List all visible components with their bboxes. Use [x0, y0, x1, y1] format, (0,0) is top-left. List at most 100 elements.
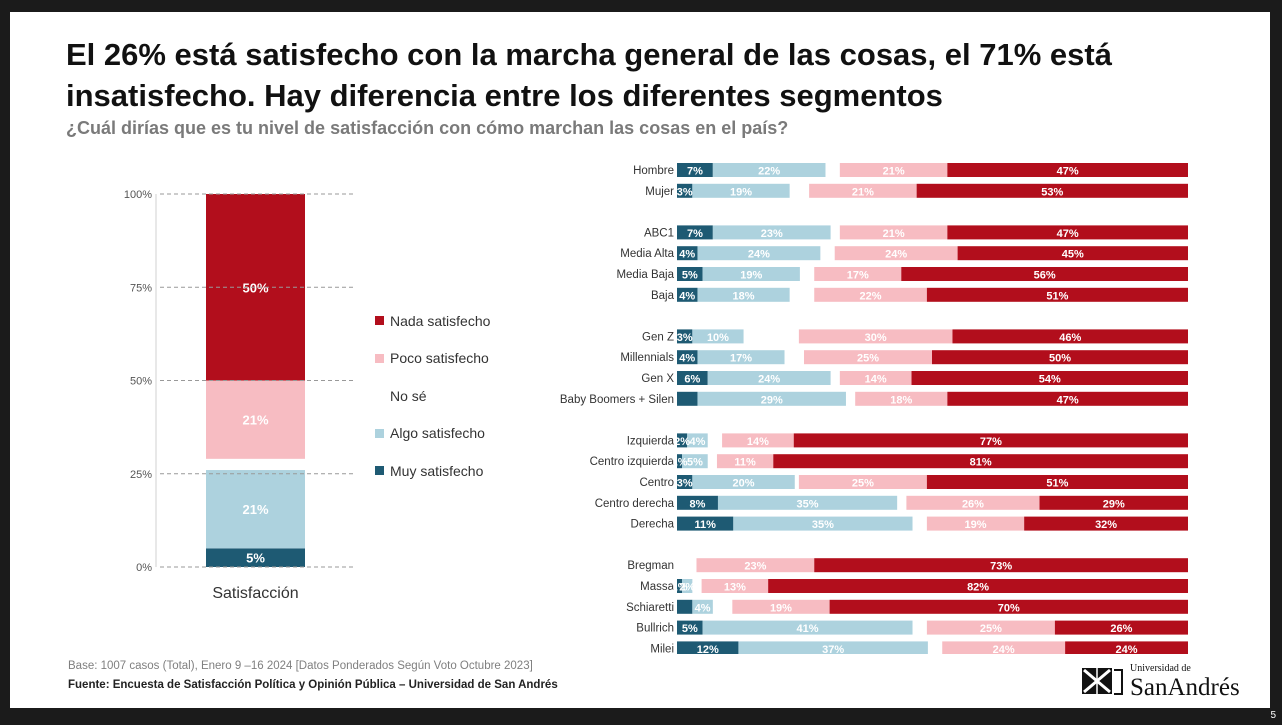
row-value-label: 24%: [748, 249, 770, 261]
row-label: Derecha: [631, 519, 675, 531]
row-label: Centro derecha: [595, 498, 675, 510]
page-title: El 26% está satisfecho con la marcha gen…: [66, 37, 1112, 113]
base-note: Base: 1007 casos (Total), Enero 9 –16 20…: [68, 660, 533, 672]
row-segment: [702, 620, 913, 635]
university-logo: Universidad de SanAndrés: [1078, 664, 1240, 700]
row-value-label: 4%: [679, 353, 695, 365]
row-segment: [692, 183, 790, 198]
row-segment: [677, 516, 734, 531]
row-segment: [839, 163, 948, 177]
row-segment: [901, 267, 1188, 281]
row-segment: [716, 454, 774, 469]
row-segment: [911, 371, 1188, 385]
row-value-label: 14%: [865, 374, 887, 386]
row-value-label: 47%: [1057, 166, 1079, 178]
row-value-label: 23%: [761, 228, 783, 240]
row-label: Media Alta: [620, 248, 674, 260]
logo-small-text: Universidad de: [1130, 663, 1191, 674]
row-value-label: 4%: [679, 249, 695, 261]
row-label: Massa: [640, 581, 674, 593]
legend-swatch: [375, 428, 384, 438]
row-value-label: 41%: [797, 623, 819, 635]
row-segment: [798, 475, 927, 489]
row-value-label: 47%: [1057, 394, 1079, 406]
row-segment: [677, 246, 698, 261]
row-label: Milei: [650, 643, 674, 654]
row-value-label: 24%: [1116, 644, 1138, 654]
legend-label: Nada satisfecho: [390, 312, 491, 329]
source-note: Fuente: Encuesta de Satisfacción Polític…: [68, 679, 558, 691]
row-segment: [773, 454, 1188, 469]
row-segment: [1054, 620, 1188, 635]
row-value-label: 11%: [694, 519, 716, 531]
legend-swatch: [375, 466, 384, 476]
page-number: 5: [1270, 710, 1276, 721]
stack-segment: [206, 380, 305, 459]
row-value-label: 35%: [812, 519, 834, 531]
row-segment: [834, 246, 958, 261]
row-segment: [677, 475, 693, 489]
row-segment: [839, 371, 912, 385]
row-value-label: 17%: [730, 353, 752, 365]
slide: El 26% está satisfecho con la marcha gen…: [10, 12, 1270, 708]
row-value-label: 45%: [1062, 249, 1084, 261]
row-value-label: 29%: [761, 394, 783, 406]
row-label: Gen X: [641, 373, 674, 385]
y-tick-label: 75%: [130, 282, 152, 294]
category-label: Satisfacción: [212, 585, 298, 602]
row-value-label: 24%: [993, 644, 1015, 654]
row-segment: [1065, 641, 1188, 654]
row-label: Millennials: [620, 352, 674, 364]
row-segment: [677, 163, 713, 177]
row-segment: [722, 433, 794, 448]
row-segment: [932, 350, 1188, 365]
row-label: Centro: [639, 477, 674, 489]
row-value-label: 56%: [1034, 270, 1056, 282]
page-subtitle: ¿Cuál dirías que es tu nivel de satisfac…: [66, 118, 789, 138]
row-segment: [697, 287, 790, 302]
row-value-label: 1%: [672, 457, 688, 469]
row-label: Bregman: [627, 560, 674, 572]
row-label: Gen Z: [642, 331, 674, 343]
row-value-label: 5%: [687, 457, 703, 469]
data-label: 21%: [242, 413, 268, 428]
legend-item-muy: Muy satisfecho: [375, 452, 490, 490]
row-value-label: 77%: [980, 436, 1002, 448]
legend-item-nada: Nada satisfecho: [375, 302, 490, 340]
legend-label: Muy satisfecho: [390, 462, 484, 479]
row-value-label: 25%: [852, 478, 874, 490]
row-segment: [947, 163, 1188, 177]
row-value-label: 37%: [822, 644, 844, 654]
row-segment: [947, 225, 1188, 240]
row-segment: [809, 183, 917, 198]
row-value-label: 82%: [967, 582, 989, 594]
row-label: ABC1: [644, 227, 674, 239]
row-segment: [916, 183, 1188, 198]
row-segment: [926, 620, 1055, 635]
data-label: 50%: [242, 280, 268, 295]
row-segment: [677, 391, 698, 406]
row-segment: [677, 225, 713, 240]
row-value-label: 12%: [697, 644, 719, 654]
row-segment: [677, 287, 698, 302]
row-value-label: 81%: [970, 457, 992, 469]
row-value-label: 17%: [847, 270, 869, 282]
row-value-label: 3%: [677, 332, 693, 344]
data-label: 5%: [246, 551, 265, 566]
row-value-label: 2%: [674, 436, 690, 448]
row-segment: [738, 641, 928, 654]
row-value-label: 14%: [747, 436, 769, 448]
row-value-label: 53%: [1041, 186, 1063, 198]
row-segment: [677, 454, 683, 469]
row-segment: [692, 599, 713, 614]
row-label: Izquierda: [627, 435, 675, 447]
row-segment: [677, 267, 703, 281]
row-segment: [1039, 495, 1188, 510]
row-segment: [677, 641, 739, 654]
row-segment: [677, 495, 718, 510]
y-tick-label: 50%: [130, 376, 152, 388]
row-value-label: 5%: [682, 623, 698, 635]
row-value-label: 2%: [679, 582, 695, 594]
data-label: 21%: [242, 502, 268, 517]
row-value-label: 10%: [707, 332, 729, 344]
